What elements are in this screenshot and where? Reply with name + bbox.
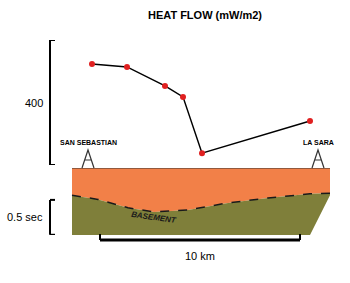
svg-text:10 km: 10 km <box>185 250 215 262</box>
svg-text:LA SARA: LA SARA <box>303 139 334 146</box>
svg-text:SAN SEBASTIAN: SAN SEBASTIAN <box>60 139 117 146</box>
svg-text:0.5 sec: 0.5 sec <box>7 211 43 223</box>
svg-text:HEAT FLOW (mW/m2): HEAT FLOW (mW/m2) <box>148 9 262 21</box>
svg-text:400: 400 <box>25 97 43 109</box>
svg-text:BASEMENT: BASEMENT <box>131 210 178 225</box>
